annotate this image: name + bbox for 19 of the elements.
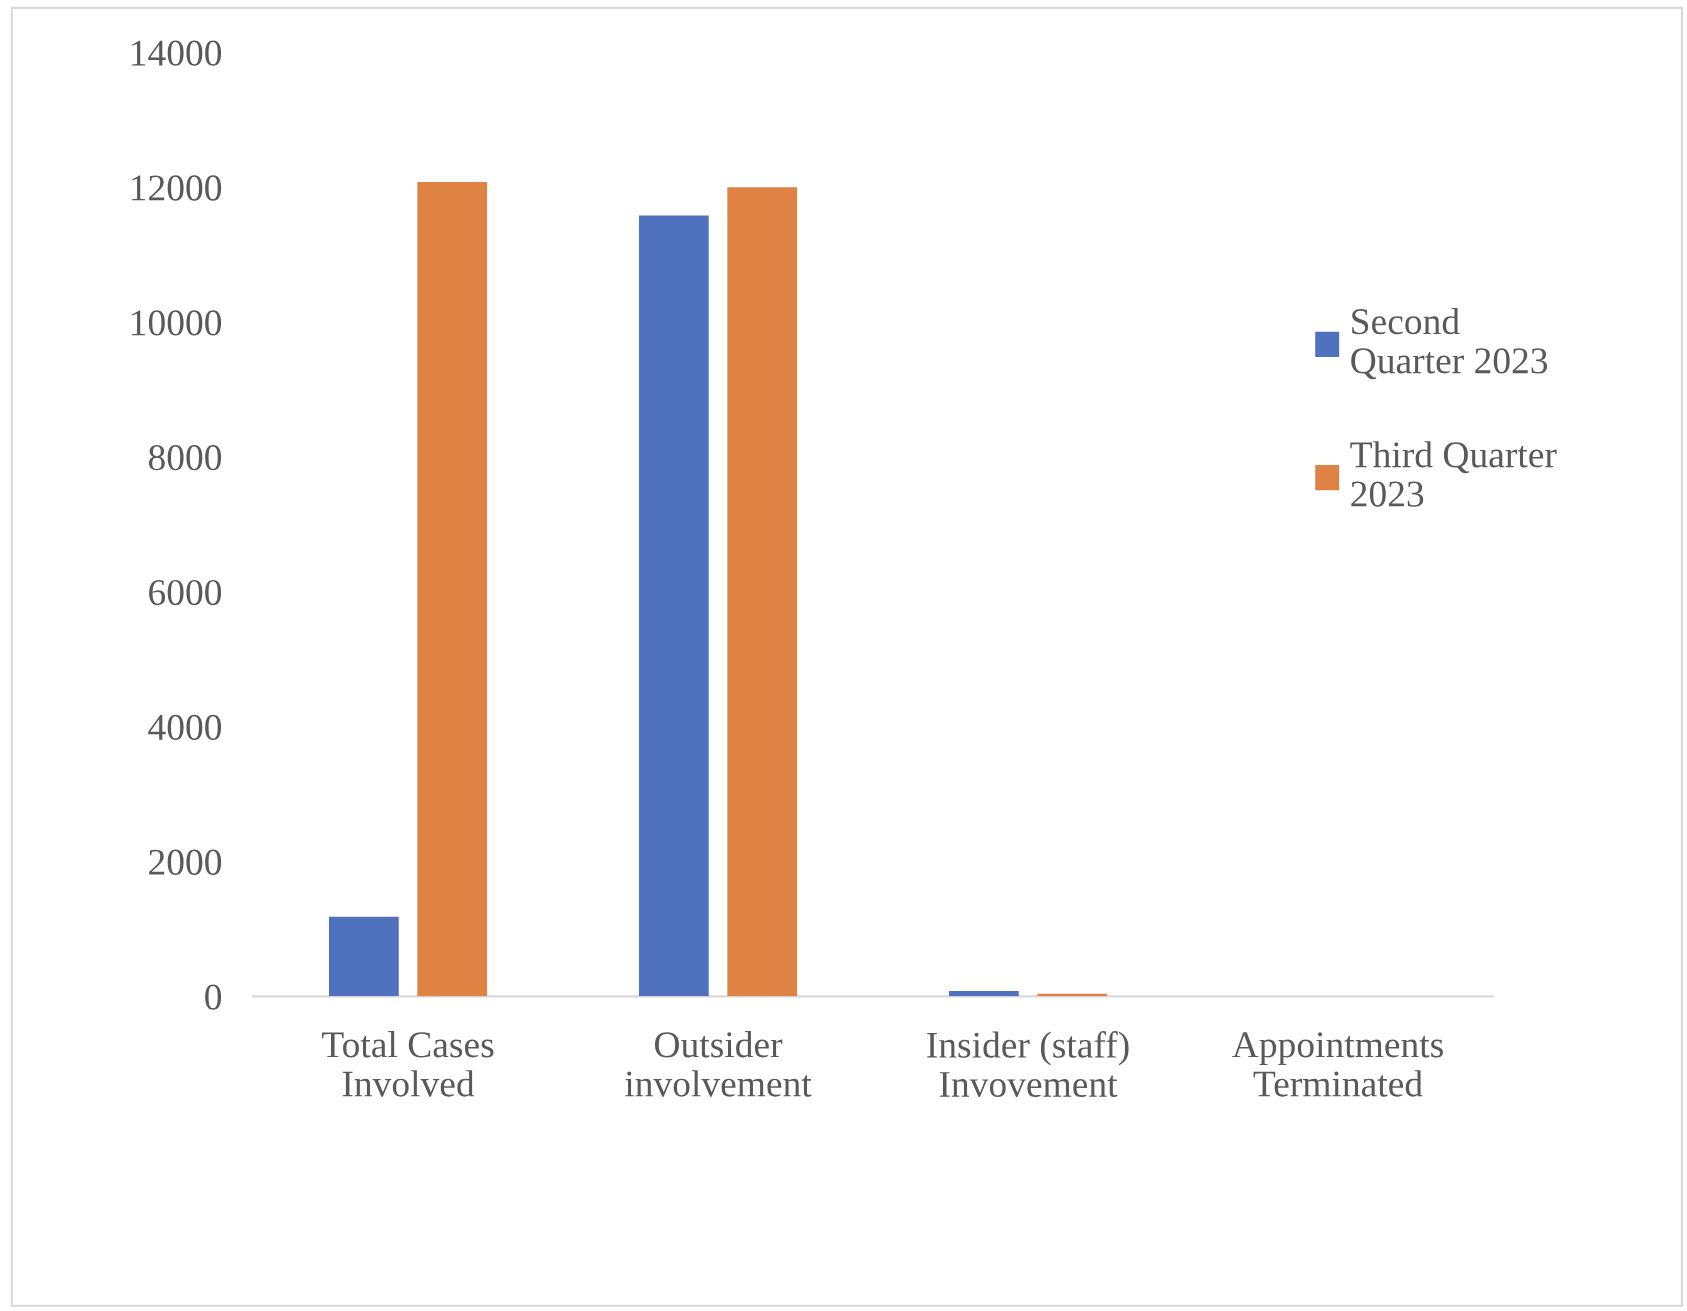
legend-label: Third Quarter 2023	[1350, 441, 1557, 507]
bar	[638, 215, 709, 997]
y-tick-label: 6000	[149, 579, 222, 606]
x-tick-label: Insider (staff) Invovement	[927, 1031, 1129, 1098]
y-tick-label: 14000	[132, 40, 222, 66]
y-tick-label: 8000	[148, 445, 222, 471]
bar	[948, 990, 1019, 997]
y-tick-label: 0	[205, 984, 222, 1010]
y-tick-label: 4000	[148, 714, 222, 741]
bar	[329, 916, 399, 997]
bar	[417, 181, 488, 997]
legend-label: Second Quarter 2023	[1351, 307, 1548, 380]
bar	[727, 187, 798, 997]
y-tick-label: 12000	[132, 175, 222, 201]
x-tick-label: Appointments Terminated	[1232, 1032, 1443, 1097]
y-tick-label: 10000	[132, 310, 222, 336]
x-tick-label: Total Cases Involved	[322, 1031, 494, 1097]
x-tick-label: Outsider involvement	[625, 1031, 812, 1097]
y-tick-label: 2000	[149, 849, 222, 875]
